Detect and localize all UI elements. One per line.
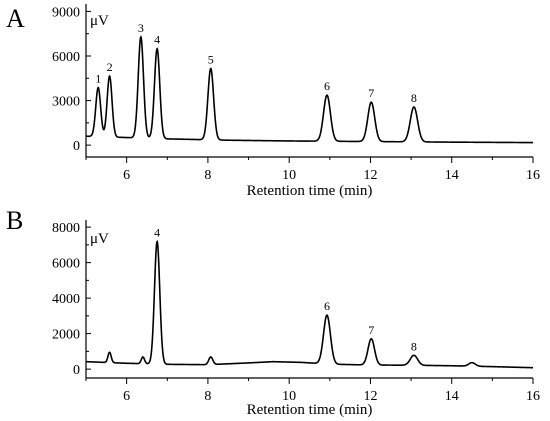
x-tick-label: 14 [445,168,459,183]
x-axis-title: Retention time (min) [247,402,373,418]
panel-letter: B [6,206,23,235]
peak-label: 6 [324,79,330,93]
peak-label: 7 [368,323,374,337]
y-tick-label: 9000 [52,5,80,20]
x-tick-label: 6 [123,389,130,404]
x-tick-label: 8 [204,168,211,183]
peak-label: 2 [107,60,113,74]
y-tick-label: 6000 [52,257,80,272]
peak-label: 8 [411,91,417,105]
x-axis-title: Retention time (min) [247,183,373,199]
x-tick-label: 12 [363,168,377,183]
y-tick-label: 3000 [52,95,80,110]
y-tick-label: 0 [73,139,80,154]
peak-label: 7 [368,86,374,100]
y-tick-label: 6000 [52,50,80,65]
y-unit-label: μV [90,13,109,29]
x-tick-label: 12 [363,389,377,404]
x-tick-label: 10 [282,168,296,183]
y-tick-label: 2000 [52,328,80,343]
y-tick-label: 0 [73,363,80,378]
y-tick-label: 8000 [52,221,80,236]
peak-label: 3 [138,21,144,35]
x-tick-label: 6 [123,168,130,183]
chromatogram-trace [85,35,533,144]
x-tick-label: 8 [204,389,211,404]
x-tick-label: 10 [282,389,296,404]
x-tick-label: 14 [445,389,459,404]
peak-label: 1 [95,72,101,86]
y-tick-label: 4000 [52,292,80,307]
x-tick-label: 16 [526,389,540,404]
panel-letter: A [6,4,25,33]
x-tick-label: 16 [526,168,540,183]
y-unit-label: μV [90,231,109,247]
peak-label: 8 [411,339,417,353]
peak-label: 4 [154,33,160,47]
chromatogram-trace [85,239,533,369]
peak-label: 6 [324,299,330,313]
panel-b: BμV 0 2000 4000 6000 8000 6 8 10 12 14 16 Retention … [6,206,540,418]
peak-label: 5 [208,53,214,67]
peak-label: 4 [154,226,160,240]
